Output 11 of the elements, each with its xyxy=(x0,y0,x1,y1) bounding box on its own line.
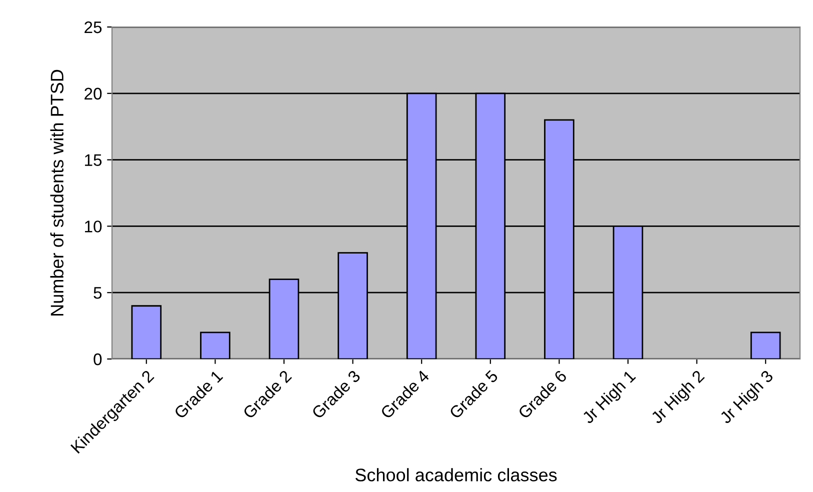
y-axis-title: Number of students with PTSD xyxy=(50,70,64,316)
x-tick-label: Jr High 1 xyxy=(581,369,638,427)
x-tick-label: Jr High 3 xyxy=(718,369,776,427)
y-tick-label: 15 xyxy=(85,154,102,166)
y-tick-label: 0 xyxy=(94,353,102,366)
y-tick-label: 10 xyxy=(85,220,102,232)
x-tick-label: Jr High 2 xyxy=(650,369,708,427)
y-tick-label: 20 xyxy=(84,88,102,100)
y-tick-label: 25 xyxy=(84,21,102,34)
x-axis-title: School academic classes xyxy=(355,468,557,482)
y-tick-label: 5 xyxy=(94,287,102,299)
